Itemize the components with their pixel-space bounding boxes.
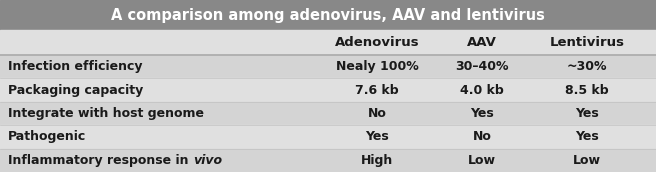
Text: 4.0 kb: 4.0 kb <box>461 84 504 97</box>
Text: Yes: Yes <box>575 107 599 120</box>
Bar <box>0 102 656 125</box>
Text: 7.6 kb: 7.6 kb <box>356 84 399 97</box>
Text: vivo: vivo <box>193 154 222 167</box>
Bar <box>0 125 656 149</box>
Text: No: No <box>473 130 491 143</box>
Text: Packaging capacity: Packaging capacity <box>8 84 143 97</box>
Text: Low: Low <box>468 154 496 167</box>
Text: Inflammatory response in: Inflammatory response in <box>8 154 193 167</box>
Text: A comparison among adenovirus, AAV and lentivirus: A comparison among adenovirus, AAV and l… <box>111 8 545 23</box>
Text: Pathogenic: Pathogenic <box>8 130 86 143</box>
Text: Adenovirus: Adenovirus <box>335 36 420 49</box>
Text: Yes: Yes <box>470 107 494 120</box>
Text: Nealy 100%: Nealy 100% <box>336 60 419 73</box>
Bar <box>0 0 656 30</box>
Text: Infection efficiency: Infection efficiency <box>8 60 142 73</box>
Text: Low: Low <box>573 154 601 167</box>
Bar <box>0 55 656 78</box>
Text: High: High <box>361 154 394 167</box>
Text: AAV: AAV <box>467 36 497 49</box>
Text: No: No <box>368 107 386 120</box>
Bar <box>0 78 656 102</box>
Text: ~30%: ~30% <box>567 60 607 73</box>
Bar <box>0 149 656 172</box>
Text: Lentivirus: Lentivirus <box>550 36 625 49</box>
Text: Integrate with host genome: Integrate with host genome <box>8 107 204 120</box>
Bar <box>0 30 656 55</box>
Text: 30–40%: 30–40% <box>455 60 509 73</box>
Text: Yes: Yes <box>365 130 389 143</box>
Text: Yes: Yes <box>575 130 599 143</box>
Text: 8.5 kb: 8.5 kb <box>565 84 609 97</box>
